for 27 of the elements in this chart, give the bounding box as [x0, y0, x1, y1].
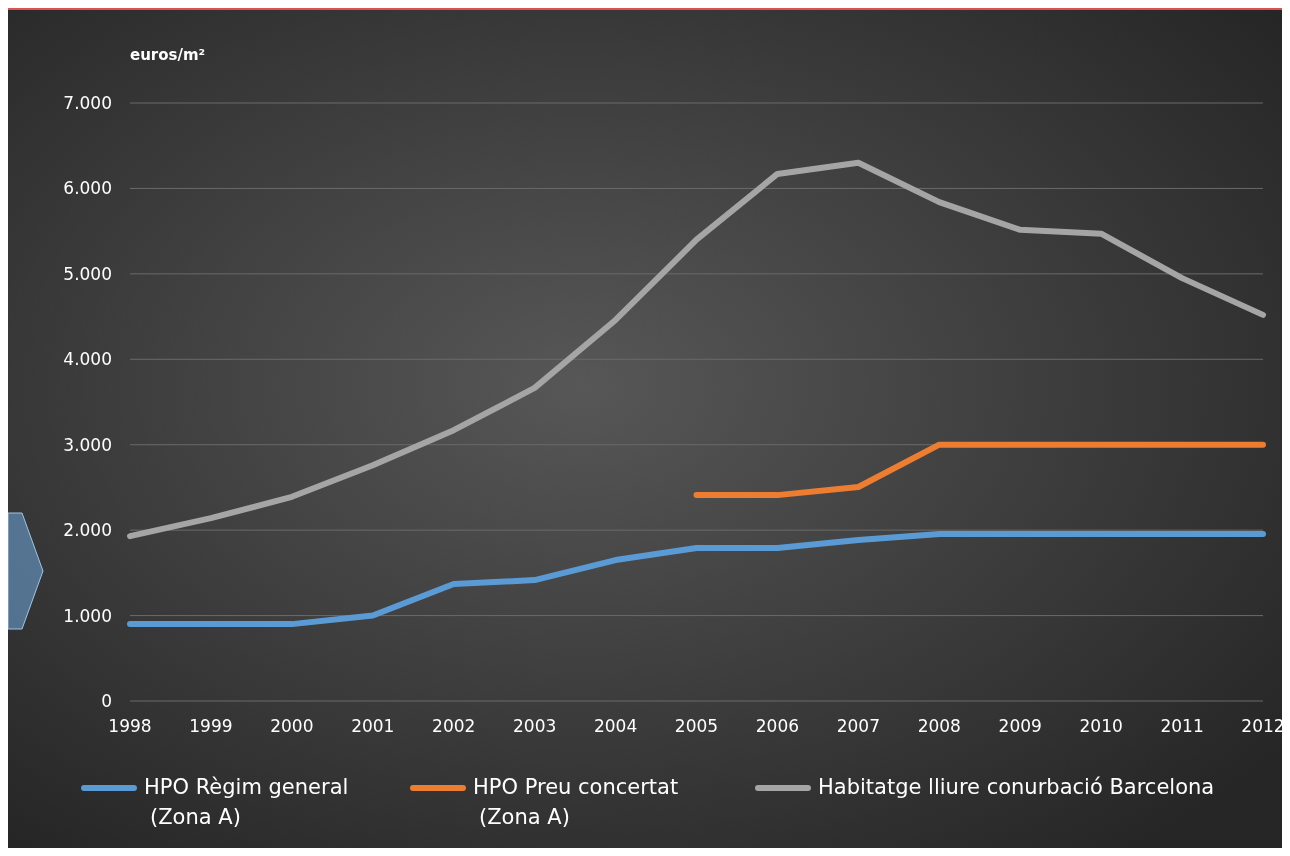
- y-tick-label: 7.000: [63, 92, 112, 113]
- y-tick-label: 2.000: [63, 520, 112, 541]
- y-tick-label: 5.000: [63, 263, 112, 284]
- x-tick-label: 2005: [674, 716, 719, 736]
- x-tick-label: 2006: [755, 716, 800, 736]
- x-tick-label: 2012: [1241, 716, 1285, 736]
- x-tick-label: 2002: [432, 716, 476, 736]
- y-tick-label: 0: [101, 690, 112, 711]
- x-tick-label: 1999: [189, 716, 233, 736]
- legend-label: Habitatge lliure conurbació Barcelona: [818, 775, 1215, 799]
- x-tick-label: 2001: [351, 716, 395, 736]
- y-tick-label: 6.000: [63, 178, 112, 199]
- y-tick-label: 4.000: [63, 349, 112, 370]
- y-tick-label: 1.000: [63, 605, 112, 626]
- x-tick-label: 2011: [1160, 716, 1204, 736]
- x-tick-label: 2004: [593, 716, 638, 736]
- legend-label: HPO Règim general (Zona A): [144, 775, 349, 829]
- x-tick-label: 2008: [917, 716, 961, 736]
- x-tick-label: 2010: [1079, 716, 1123, 736]
- x-tick-label: 2009: [998, 716, 1042, 736]
- x-tick-label: 1998: [108, 716, 152, 736]
- x-tick-label: 2007: [836, 716, 880, 736]
- legend-label: HPO Preu concertat (Zona A): [473, 775, 679, 829]
- x-tick-label: 2003: [513, 716, 557, 736]
- x-tick-label: 2000: [270, 716, 314, 736]
- y-tick-label: 3.000: [63, 434, 112, 455]
- y-axis-title: euros/m²: [130, 46, 206, 64]
